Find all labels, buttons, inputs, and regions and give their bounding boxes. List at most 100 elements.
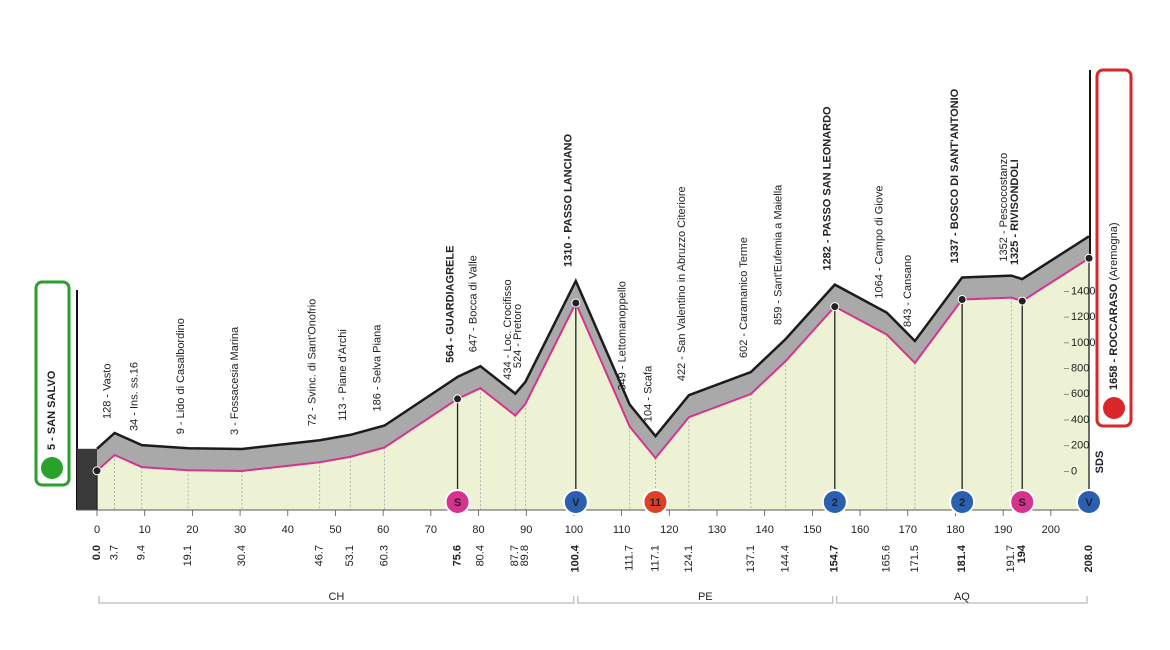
y-tick-label: 1200 bbox=[1071, 311, 1095, 323]
location-dot bbox=[453, 394, 463, 404]
x-tick-label: 40 bbox=[282, 524, 294, 536]
y-tick-label: 1400 bbox=[1071, 285, 1095, 297]
x-tick-label: 70 bbox=[425, 524, 437, 536]
marker bbox=[949, 489, 976, 515]
location-dot bbox=[571, 298, 581, 308]
location-label: 1064 - Campo di Giove bbox=[874, 186, 886, 299]
location-label: 128 - Vasto bbox=[102, 364, 114, 419]
finish-icon bbox=[1103, 397, 1125, 419]
x-tick-label: 90 bbox=[520, 524, 532, 536]
region-label: PE bbox=[698, 591, 713, 603]
km-label: 46.7 bbox=[314, 545, 326, 566]
marker-symbol: V bbox=[1085, 497, 1093, 509]
location-label: 647 - Bocca di Valle bbox=[467, 255, 479, 352]
location-label: 186 - Selva Piana bbox=[371, 324, 383, 412]
y-tick-label: 200 bbox=[1071, 440, 1089, 452]
x-tick-label: 60 bbox=[377, 524, 389, 536]
km-label: 75.6 bbox=[451, 545, 463, 566]
location-label: 859 - Sant'Eufemia a Maiella bbox=[773, 184, 785, 325]
km-label: 194 bbox=[1016, 544, 1028, 563]
km-label: 171.5 bbox=[909, 545, 921, 573]
km-label: 30.4 bbox=[236, 545, 248, 566]
x-tick-label: 20 bbox=[186, 524, 198, 536]
km-label: 9.4 bbox=[136, 545, 148, 560]
location-label: 349 - Lettomanoppello bbox=[617, 281, 629, 390]
location-label: 843 - Cansano bbox=[902, 255, 914, 327]
km-label: 89.8 bbox=[519, 545, 531, 566]
finish-label: 1658 - ROCCARASO (Aremogna) bbox=[1108, 223, 1120, 391]
y-tick-label: 800 bbox=[1071, 362, 1089, 374]
start-label: 5 - SAN SALVO bbox=[46, 370, 58, 450]
finish-box bbox=[1095, 68, 1133, 428]
marker bbox=[562, 489, 589, 515]
x-tick-label: 30 bbox=[234, 524, 246, 536]
finish-name: 1658 - ROCCARASO bbox=[1108, 283, 1120, 390]
marker bbox=[444, 489, 471, 515]
marker-symbol: S bbox=[454, 497, 461, 509]
x-tick-label: 130 bbox=[708, 524, 726, 536]
km-label: 137.1 bbox=[745, 545, 757, 573]
logo: SDS bbox=[1094, 451, 1106, 474]
km-label: 208.0 bbox=[1083, 545, 1095, 573]
location-dot bbox=[1017, 296, 1027, 306]
x-tick-label: 120 bbox=[660, 524, 678, 536]
location-label: 9 - Lido di Casalbordino bbox=[175, 318, 187, 434]
region-bracket bbox=[836, 596, 1088, 604]
region-label: CH bbox=[328, 591, 344, 603]
km-label: 60.3 bbox=[378, 545, 390, 566]
region-bracket bbox=[577, 596, 834, 604]
location-label: 104 - Scafa bbox=[642, 365, 654, 422]
location-dot bbox=[830, 302, 840, 312]
marker bbox=[1076, 489, 1102, 515]
km-label: 144.4 bbox=[780, 545, 792, 573]
location-label: 113 - Piane d'Archi bbox=[337, 329, 349, 421]
x-tick-label: 110 bbox=[613, 524, 631, 536]
marker-symbol: 2 bbox=[832, 497, 838, 509]
location-label: 72 - Svinc. di Sant'Onofrio bbox=[307, 299, 319, 426]
location-label: 524 - Pretoro bbox=[512, 304, 524, 368]
profile-ridge bbox=[96, 235, 1090, 451]
km-label: 100.4 bbox=[570, 544, 582, 572]
marker-symbol: V bbox=[572, 497, 580, 509]
y-tick-label: 0 bbox=[1071, 465, 1077, 477]
finish-note: (Aremogna) bbox=[1108, 223, 1120, 281]
location-label: 3 - Fossacesia Marina bbox=[229, 326, 241, 435]
location-label: 602 - Caramanico Terme bbox=[738, 237, 750, 358]
start-box bbox=[34, 280, 71, 487]
profile-relief bbox=[97, 236, 1089, 471]
km-label: 87.7 bbox=[509, 545, 521, 566]
location-dot bbox=[957, 295, 967, 305]
y-tick-label: 400 bbox=[1071, 414, 1089, 426]
km-label: 53.1 bbox=[344, 545, 356, 566]
km-label: 191.7 bbox=[1005, 545, 1017, 573]
location-label: 1337 - BOSCO DI SANT'ANTONIO bbox=[949, 88, 961, 263]
start-icon bbox=[41, 457, 63, 479]
km-label: 181.4 bbox=[956, 544, 968, 572]
x-tick-label: 0 bbox=[94, 524, 100, 536]
region-bracket bbox=[98, 596, 575, 604]
km-label: 19.1 bbox=[182, 545, 194, 566]
y-tick-label: 1000 bbox=[1071, 337, 1095, 349]
location-dot bbox=[1084, 253, 1094, 263]
km-label: 154.7 bbox=[829, 545, 841, 573]
km-label: 117.1 bbox=[649, 545, 661, 572]
x-tick-label: 150 bbox=[803, 524, 821, 536]
location-label: 1352 - Pescocostanzo bbox=[998, 153, 1010, 262]
km-label: 124.1 bbox=[683, 545, 695, 573]
location-label: 34 - Ins. ss.16 bbox=[129, 362, 141, 431]
x-tick-label: 140 bbox=[756, 524, 774, 536]
x-tick-label: 160 bbox=[851, 524, 869, 536]
x-tick-label: 80 bbox=[472, 524, 484, 536]
location-label: 1282 - PASSO SAN LEONARDO bbox=[822, 106, 834, 271]
marker-symbol: 11 bbox=[650, 497, 662, 509]
location-label: 422 - San Valentino in Abruzzo Citeriore bbox=[676, 186, 688, 381]
x-tick-label: 170 bbox=[899, 524, 917, 536]
location-label: 564 - GUARDIAGRELE bbox=[444, 246, 456, 363]
location-label: 1325 - RIVISONDOLI bbox=[1009, 159, 1021, 265]
x-tick-label: 180 bbox=[946, 524, 964, 536]
km-label: 0.0 bbox=[91, 545, 103, 560]
marker-symbol: 2 bbox=[959, 497, 965, 509]
x-tick-label: 10 bbox=[139, 524, 151, 536]
